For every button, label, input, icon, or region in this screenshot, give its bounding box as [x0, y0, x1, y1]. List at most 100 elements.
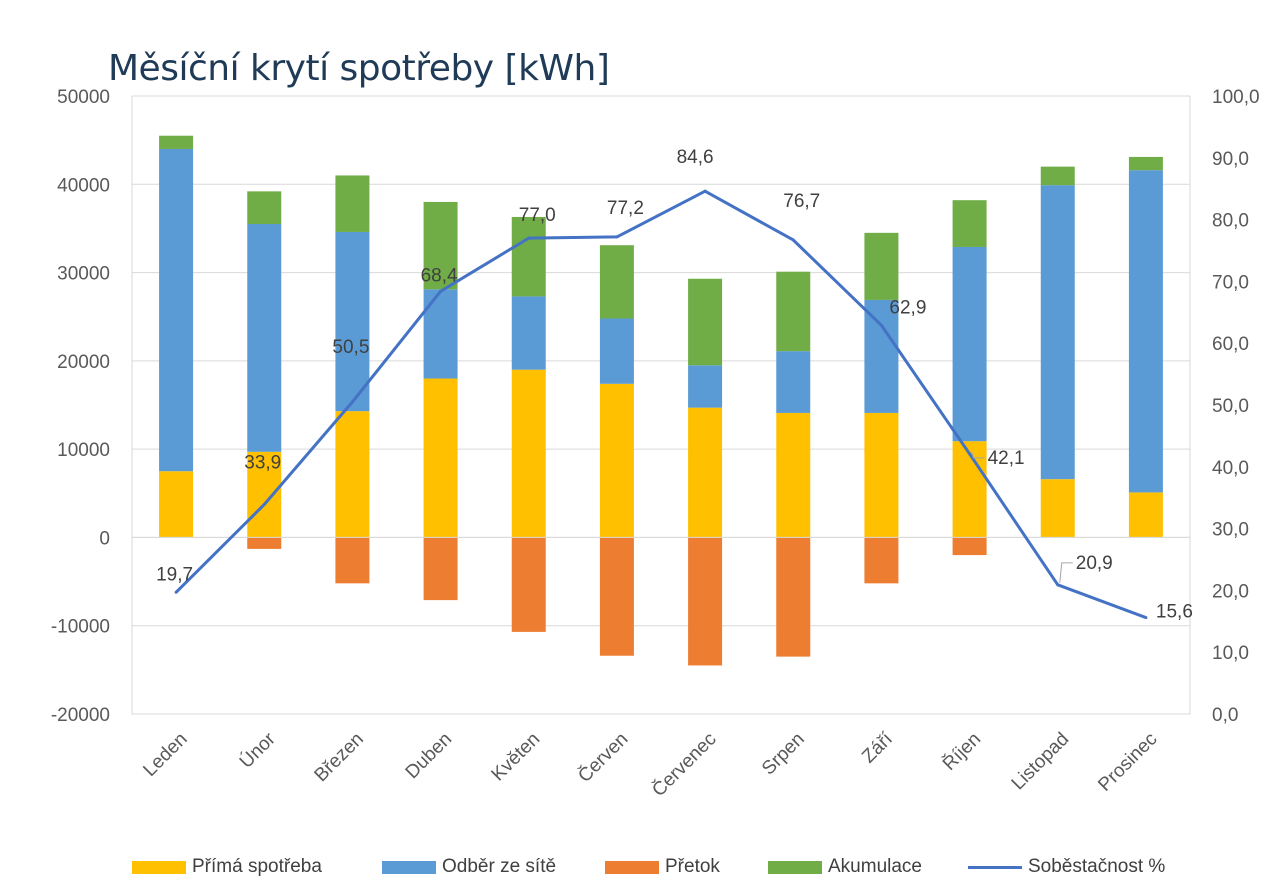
legend-label: Soběstačnost % — [1028, 856, 1166, 877]
bar-přímá-spotřeba — [1128, 492, 1163, 538]
data-label: 62,9 — [889, 297, 926, 318]
bar-odběr-ze-sítě — [776, 351, 811, 413]
bar-přímá-spotřeba — [335, 411, 370, 538]
y2-tick-label: 40,0 — [1212, 458, 1249, 479]
data-label: 76,7 — [783, 191, 820, 212]
x-category-label: Březen — [311, 729, 368, 786]
bar-odběr-ze-sítě — [335, 231, 370, 412]
bar-odběr-ze-sítě — [247, 224, 282, 452]
legend-swatch — [968, 865, 1022, 869]
y-tick-label: 30000 — [57, 264, 110, 285]
line-point — [439, 289, 443, 293]
y-tick-label: 40000 — [57, 175, 110, 196]
bar-odběr-ze-sítě — [159, 148, 194, 472]
y2-tick-label: 100,0 — [1212, 87, 1260, 108]
bar-přímá-spotřeba — [1040, 479, 1075, 538]
legend-label: Přímá spotřeba — [192, 856, 322, 877]
bar-přetok — [599, 537, 634, 656]
bar-akumulace — [952, 200, 987, 247]
bar-odběr-ze-sítě — [864, 299, 899, 413]
bar-akumulace — [864, 232, 899, 300]
y-tick-label: -20000 — [51, 705, 110, 726]
y2-tick-label: 30,0 — [1212, 520, 1249, 541]
bar-přetok — [952, 537, 987, 556]
bar-přetok — [776, 537, 811, 657]
data-label: 84,6 — [677, 147, 714, 168]
bar-akumulace — [1128, 156, 1163, 171]
x-category-label: Září — [858, 728, 897, 767]
label-leader — [1059, 562, 1073, 583]
y-tick-label: -10000 — [51, 617, 110, 638]
bar-odběr-ze-sítě — [952, 246, 987, 442]
bar-akumulace — [335, 175, 370, 232]
bar-akumulace — [511, 216, 546, 297]
line-point — [968, 452, 972, 456]
bar-akumulace — [159, 135, 194, 149]
bar-přímá-spotřeba — [159, 471, 194, 538]
x-category-label: Únor — [235, 728, 280, 773]
legend-item-odber-ze-site: Odběr ze sítě — [382, 852, 556, 882]
bar-series — [159, 135, 1163, 666]
bar-odběr-ze-sítě — [599, 318, 634, 384]
legend-item-sobestacnost: Soběstačnost % — [968, 852, 1165, 882]
legend-label: Přetok — [665, 856, 720, 877]
line-point — [703, 189, 707, 193]
line-point — [1056, 583, 1060, 587]
bar-přetok — [423, 537, 458, 601]
data-label: 68,4 — [421, 265, 458, 286]
data-label: 33,9 — [244, 452, 281, 473]
line-series — [174, 189, 1148, 620]
data-label: 20,9 — [1076, 553, 1113, 574]
line-point — [615, 235, 619, 239]
line-point — [879, 323, 883, 327]
legend: Přímá spotřeba Odběr ze sítě Přetok Akum… — [0, 852, 1280, 882]
line-point — [350, 400, 354, 404]
x-axis-categories: Leden Únor Březen Duben Květen Červen Červenec… — [139, 728, 1161, 802]
y-tick-label: 0 — [99, 528, 110, 549]
bar-přetok — [511, 537, 546, 632]
bar-akumulace — [776, 271, 811, 352]
line-point — [262, 502, 266, 506]
bar-přetok — [335, 537, 370, 584]
y2-tick-label: 70,0 — [1212, 272, 1249, 293]
data-label: 77,0 — [519, 205, 556, 226]
y-tick-label: 50000 — [57, 87, 110, 108]
line-point — [527, 236, 531, 240]
legend-item-akumulace: Akumulace — [768, 852, 922, 882]
legend-label: Odběr ze sítě — [442, 856, 557, 877]
legend-item-prima-spotreba: Přímá spotřeba — [132, 852, 322, 882]
bar-akumulace — [599, 245, 634, 319]
bar-přetok — [688, 537, 723, 666]
bar-přímá-spotřeba — [952, 441, 987, 538]
x-category-label: Leden — [139, 729, 191, 781]
bar-přímá-spotřeba — [688, 407, 723, 538]
x-category-label: Červen — [574, 728, 633, 787]
y-axis-secondary: 100,0 90,0 80,0 70,0 60,0 50,0 40,0 30,0 20,0 10,… — [1212, 87, 1260, 726]
bar-akumulace — [247, 191, 282, 225]
bar-odběr-ze-sítě — [511, 296, 546, 370]
y-axis-primary: 50000 40000 30000 20000 10000 0 -10000 -20000 — [51, 87, 110, 726]
legend-swatch — [605, 860, 659, 874]
legend-swatch — [768, 860, 822, 874]
y2-tick-label: 60,0 — [1212, 334, 1249, 355]
y2-tick-label: 50,0 — [1212, 396, 1249, 417]
x-category-label: Květen — [488, 729, 545, 786]
bar-přímá-spotřeba — [599, 383, 634, 538]
gridlines — [131, 95, 1191, 715]
bar-přímá-spotřeba — [423, 378, 458, 538]
y-tick-label: 10000 — [57, 440, 110, 461]
line-point — [174, 590, 178, 594]
bar-přetok — [864, 537, 899, 584]
bar-přímá-spotřeba — [511, 369, 546, 538]
y2-tick-label: 10,0 — [1212, 643, 1249, 664]
y2-tick-label: 80,0 — [1212, 211, 1249, 232]
bar-přetok — [247, 537, 282, 549]
data-label: 42,1 — [988, 448, 1025, 469]
data-label: 15,6 — [1156, 602, 1193, 623]
legend-item-pretok: Přetok — [605, 852, 720, 882]
bar-odběr-ze-sítě — [688, 365, 723, 408]
data-labels: 19,7 33,9 50,5 68,4 77,0 77,2 84,6 76,7 62,9 42,1… — [156, 147, 1193, 622]
bar-akumulace — [1040, 166, 1075, 186]
line-point — [1144, 616, 1148, 620]
